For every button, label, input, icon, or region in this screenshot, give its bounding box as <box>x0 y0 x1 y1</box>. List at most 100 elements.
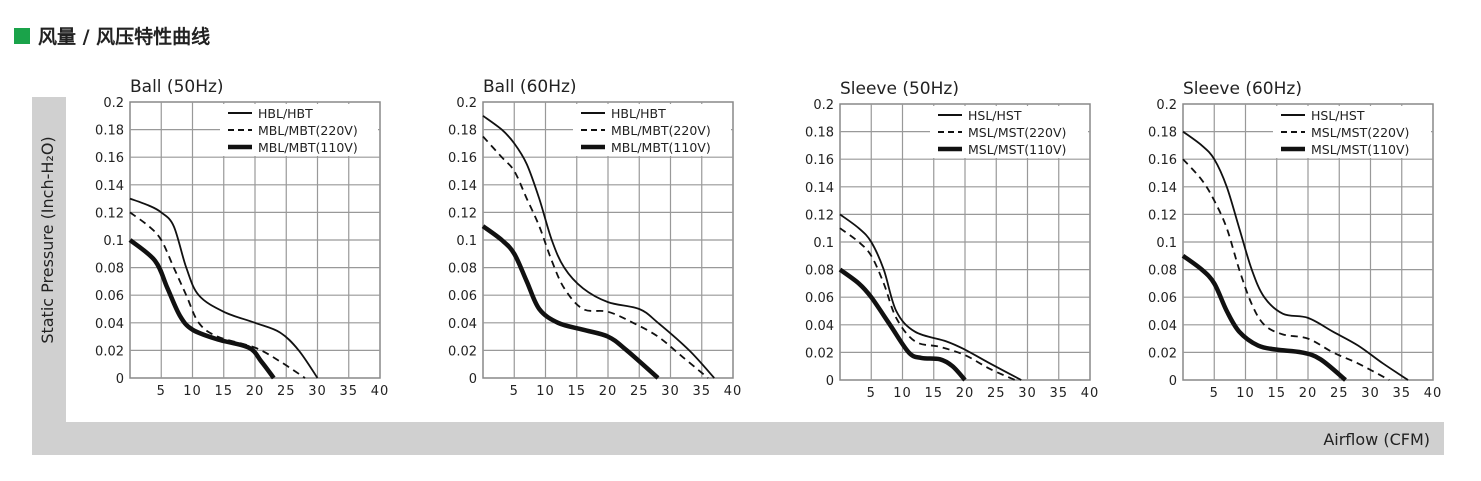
y-tick-label: 0.16 <box>95 151 124 166</box>
y-tick-label: 0.2 <box>1156 98 1177 113</box>
series-line-msl-mst-220v- <box>839 227 1016 381</box>
x-tick-label: 35 <box>1049 386 1068 401</box>
y-tick-label: 0.06 <box>448 289 477 304</box>
x-tick-label: 35 <box>692 384 711 399</box>
legend-label: MSL/MST(220V) <box>1311 125 1409 140</box>
x-axis-label: Airflow (CFM) <box>1323 430 1430 449</box>
x-tick-label: 5 <box>1210 386 1219 401</box>
series-line-mbl-mbt-220v- <box>482 135 709 379</box>
y-tick-label: 0.08 <box>95 262 124 277</box>
x-tick-label: 30 <box>308 384 327 399</box>
chart-title: Ball (60Hz) <box>483 77 577 97</box>
x-tick-label: 25 <box>987 386 1006 401</box>
legend-label: MSL/MST(220V) <box>968 125 1066 140</box>
series-line-mbl-mbt-110v- <box>481 224 660 380</box>
y-tick-label: 0.02 <box>1148 346 1177 361</box>
y-tick-label: 0.18 <box>805 126 834 141</box>
x-tick-label: 25 <box>1330 386 1349 401</box>
chart-title: Ball (50Hz) <box>130 77 224 97</box>
y-tick-label: 0.04 <box>805 319 834 334</box>
legend-label: MBL/MBT(110V) <box>258 140 358 155</box>
y-axis-band <box>32 97 66 455</box>
chart-1: Ball (60Hz) 0 0.02 0.04 0.06 0.08 0.1 0.12 0.14 0… <box>448 77 743 399</box>
chart-0: Ball (50Hz) 0 0.02 0.04 0.06 0.08 0.1 0.12 0.14 0… <box>95 77 390 399</box>
y-tick-label: 0.08 <box>1148 264 1177 279</box>
legend-label: HBL/HBT <box>258 106 313 121</box>
y-tick-label: 0.1 <box>813 236 834 251</box>
x-tick-label: 25 <box>630 384 649 399</box>
x-tick-label: 10 <box>1236 386 1255 401</box>
y-tick-label: 0.12 <box>95 206 124 221</box>
series-line-hbl-hbt <box>129 197 319 379</box>
x-tick-label: 20 <box>956 386 975 401</box>
y-tick-label: 0.04 <box>95 317 124 332</box>
series-line-msl-mst-110v- <box>1181 253 1347 382</box>
chart-3: Sleeve (60Hz) 0 0.02 0.04 0.06 0.08 0.1 0.12 0.1… <box>1148 79 1443 401</box>
x-tick-label: 35 <box>339 384 358 399</box>
y-tick-label: 0.1 <box>1156 236 1177 251</box>
legend-label: MBL/MBT(220V) <box>611 123 711 138</box>
y-tick-label: 0.16 <box>448 151 477 166</box>
y-tick-label: 0.06 <box>805 291 834 306</box>
series-line-mbl-mbt-220v- <box>129 211 306 379</box>
section-header: 风量 / 风压特性曲线 <box>14 22 210 49</box>
y-tick-label: 0.14 <box>1148 181 1177 196</box>
x-tick-label: 40 <box>1081 386 1100 401</box>
x-tick-label: 30 <box>1018 386 1037 401</box>
x-tick-label: 5 <box>867 386 876 401</box>
y-tick-label: 0 <box>1169 374 1177 389</box>
y-tick-label: 0.12 <box>448 206 477 221</box>
y-tick-label: 0.02 <box>448 344 477 359</box>
green-square-icon <box>14 27 30 44</box>
y-tick-label: 0 <box>469 372 477 387</box>
series-line-hsl-hst <box>1182 130 1409 381</box>
legend-label: HSL/HST <box>1311 108 1365 123</box>
series-line-msl-mst-220v- <box>1182 158 1390 381</box>
y-tick-label: 0.14 <box>448 179 477 194</box>
x-tick-label: 40 <box>1424 386 1443 401</box>
y-tick-label: 0.12 <box>1148 208 1177 223</box>
x-tick-label: 5 <box>510 384 519 399</box>
y-tick-label: 0.18 <box>95 124 124 139</box>
x-tick-label: 10 <box>893 386 912 401</box>
y-tick-label: 0 <box>116 372 124 387</box>
legend-label: HBL/HBT <box>611 106 666 121</box>
x-tick-label: 25 <box>277 384 296 399</box>
y-tick-label: 0.18 <box>1148 126 1177 141</box>
legend-label: MBL/MBT(110V) <box>611 140 711 155</box>
x-tick-label: 10 <box>536 384 555 399</box>
x-tick-label: 40 <box>724 384 743 399</box>
series-line-hsl-hst <box>839 213 1022 381</box>
series-line-mbl-mbt-110v- <box>128 238 276 380</box>
y-axis-label: Static Pressure (Inch-H₂O) <box>38 136 57 343</box>
y-tick-label: 0.12 <box>805 208 834 223</box>
x-tick-label: 30 <box>661 384 680 399</box>
x-tick-label: 5 <box>157 384 166 399</box>
x-tick-label: 20 <box>1299 386 1318 401</box>
x-tick-label: 15 <box>1267 386 1286 401</box>
y-tick-label: 0.06 <box>95 289 124 304</box>
x-tick-label: 10 <box>183 384 202 399</box>
y-tick-label: 0.14 <box>805 181 834 196</box>
series-line-hbl-hbt <box>482 115 715 379</box>
legend-label: MSL/MST(110V) <box>968 142 1066 157</box>
y-tick-label: 0.14 <box>95 179 124 194</box>
y-tick-label: 0.04 <box>448 317 477 332</box>
chart-title: Sleeve (60Hz) <box>1183 79 1302 99</box>
y-tick-label: 0.16 <box>805 153 834 168</box>
chart-title: Sleeve (50Hz) <box>840 79 959 99</box>
x-tick-label: 15 <box>567 384 586 399</box>
y-tick-label: 0.06 <box>1148 291 1177 306</box>
y-tick-label: 0.02 <box>95 344 124 359</box>
y-tick-label: 0.02 <box>805 346 834 361</box>
y-tick-label: 0.08 <box>448 262 477 277</box>
x-axis-band <box>32 422 1444 455</box>
x-tick-label: 15 <box>214 384 233 399</box>
y-tick-label: 0.1 <box>103 234 124 249</box>
series-line-msl-mst-110v- <box>838 267 967 382</box>
y-tick-label: 0 <box>826 374 834 389</box>
chart-2: Sleeve (50Hz) 0 0.02 0.04 0.06 0.08 0.1 0.12 0.1… <box>805 79 1100 401</box>
x-tick-label: 40 <box>371 384 390 399</box>
section-title: 风量 / 风压特性曲线 <box>38 26 211 48</box>
